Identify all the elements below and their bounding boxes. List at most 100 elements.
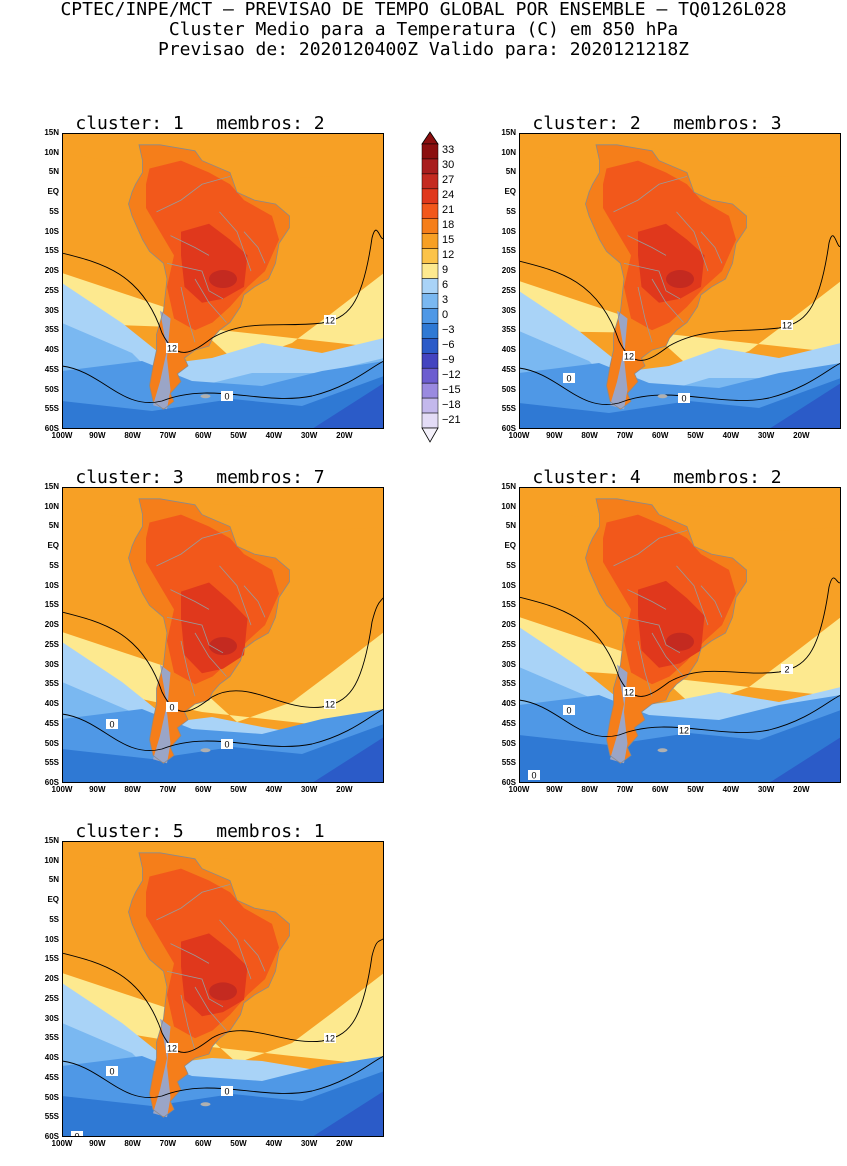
svg-text:0: 0 (109, 720, 114, 730)
country-border (613, 176, 688, 213)
country-border (180, 640, 196, 697)
lat-label: 50S (501, 738, 516, 748)
lon-label: 20W (793, 785, 810, 794)
lat-label: 45S (501, 364, 516, 374)
lat-label: 10N (501, 501, 516, 511)
lat-label: 55S (44, 758, 59, 768)
lat-label: 35S (44, 325, 59, 335)
colorbar-swatch (421, 308, 439, 324)
lat-label: 55S (44, 1112, 59, 1122)
svg-text:12: 12 (624, 688, 634, 698)
lon-label: 100W (51, 1139, 73, 1148)
lat-label: 35S (501, 325, 516, 335)
field-north (62, 133, 384, 178)
lat-label: EQ (47, 895, 59, 905)
colorbar-label: −9 (442, 353, 455, 366)
lat-label: 15N (44, 482, 59, 491)
lat-label: EQ (504, 541, 516, 551)
temperature-map: 12 12 0 0 0 (62, 841, 384, 1137)
hotspot-27-30 (209, 637, 237, 656)
map-panel-cluster-2: cluster: 2 membros: 3 12 12 0 0 15N 10N 5N EQ 5… (457, 113, 847, 458)
colorbar-swatch (421, 293, 439, 309)
contour-label: 0 (221, 1086, 233, 1097)
colorbar-swatch (421, 323, 439, 339)
field-below-0 (62, 376, 384, 429)
contour-label: 12 (781, 320, 793, 331)
lat-label: 15S (44, 246, 59, 256)
lat-label: 40S (44, 699, 59, 709)
lat-label: 50S (501, 384, 516, 394)
lat-label: 25S (44, 285, 59, 295)
colorbar-swatch (421, 173, 439, 190)
country-border (700, 585, 723, 618)
lon-label: 20W (793, 431, 810, 440)
svg-text:12: 12 (167, 344, 177, 354)
lon-label: 30W (757, 785, 775, 794)
lat-label: 25S (44, 993, 59, 1003)
country-border (243, 231, 266, 264)
lon-label: 40W (265, 785, 283, 794)
lat-label: 15N (44, 836, 59, 845)
colorbar-min-arrow (421, 427, 439, 443)
temperature-map: 12 0 0 0 (62, 487, 384, 783)
country-border (613, 530, 688, 567)
country-border (166, 970, 224, 1008)
colorbar-label: 0 (442, 308, 449, 321)
country-border (194, 986, 227, 1031)
field-below-0 (62, 1071, 384, 1137)
lon-label: 80W (124, 1139, 141, 1148)
map-frame (62, 841, 384, 1137)
colorbar-swatch (421, 263, 439, 279)
colorbar-label: 9 (442, 264, 449, 277)
lat-label: 30S (44, 1013, 59, 1023)
field-cold-corner (312, 1091, 384, 1137)
lat-label: 40S (501, 699, 516, 709)
lat-label: 60S (501, 778, 516, 787)
lat-label: 45S (501, 718, 516, 728)
country-border (676, 565, 709, 626)
lon-label: 20W (336, 1139, 353, 1148)
lon-label: 30W (300, 431, 318, 440)
coastline (128, 498, 290, 764)
svg-text:0: 0 (74, 1132, 79, 1138)
lat-label: 5S (506, 560, 516, 570)
lon-label: 40W (265, 431, 283, 440)
lat-label: 20S (44, 974, 59, 984)
colorbar-swatch (421, 188, 439, 205)
lat-label: 5S (49, 206, 59, 216)
svg-text:12: 12 (325, 1034, 335, 1044)
lon-label: 100W (51, 785, 73, 794)
lon-label: 80W (581, 785, 598, 794)
svg-text:0: 0 (109, 1067, 114, 1077)
lon-label: 30W (300, 785, 318, 794)
lat-label: 60S (44, 778, 59, 787)
svg-text:0: 0 (224, 392, 229, 402)
lat-label: EQ (504, 187, 516, 197)
country-border (627, 235, 667, 256)
lat-label: 30S (44, 659, 59, 669)
lon-label: 50W (230, 1139, 247, 1148)
lat-label: EQ (47, 541, 59, 551)
hotspot-27-30 (209, 270, 237, 289)
lat-label: 5N (48, 875, 59, 885)
colorbar-label: 15 (442, 234, 455, 247)
lon-label: 100W (51, 431, 73, 440)
colorbar-swatch (421, 248, 439, 264)
svg-text:12: 12 (782, 321, 792, 331)
colorbar-swatch (421, 233, 439, 249)
svg-text:12: 12 (167, 1044, 177, 1054)
temperature-map: 12 12 0 (62, 133, 384, 429)
contour-label: 12 (166, 343, 178, 354)
lat-label: 25S (501, 285, 516, 295)
colorbar-swatch (421, 382, 439, 399)
lon-label: 70W (159, 785, 177, 794)
lat-label: 30S (501, 659, 516, 669)
contour-label: 0 (563, 705, 575, 716)
map-panel-cluster-1: cluster: 1 membros: 2 12 12 0 15N 10N 5N EQ 5S… (0, 113, 400, 458)
lat-label: 25S (44, 639, 59, 649)
country-border (651, 632, 684, 677)
lat-label: EQ (47, 187, 59, 197)
contour-label: 0 (221, 739, 233, 750)
falkland-islands (200, 1102, 211, 1107)
colorbar-label: −3 (442, 323, 455, 336)
